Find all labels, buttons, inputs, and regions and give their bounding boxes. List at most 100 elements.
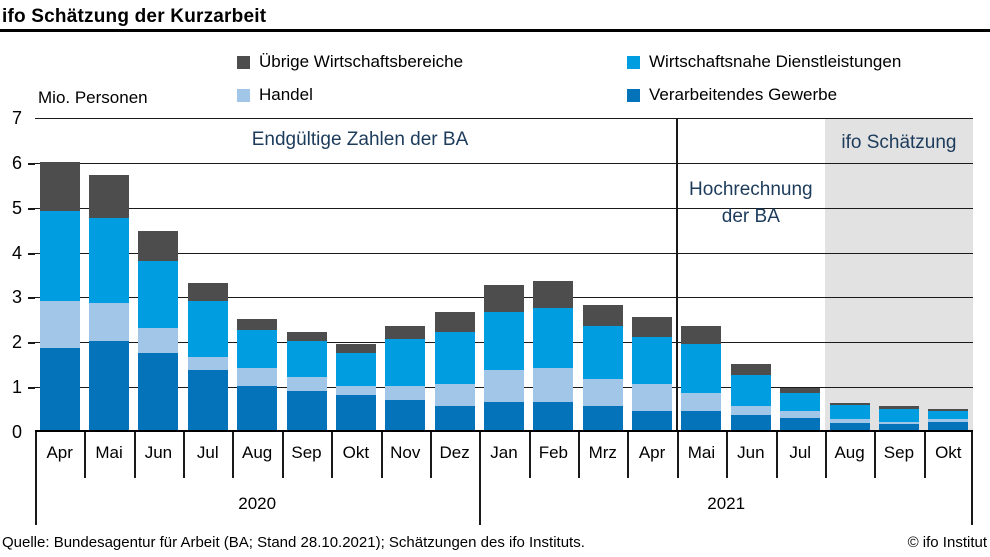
bar-segment-uebrige [730,363,771,375]
year-label-2020: 2020 [238,494,277,513]
bar-segment-handel [681,392,722,411]
gridline-y-4 [35,252,973,254]
bar-segment-vg [385,399,426,431]
bar-segment-wnd [385,339,426,387]
bar-segment-vg [730,415,771,431]
bar-segment-handel [187,357,228,371]
legend-swatch-vg-icon [627,88,640,102]
legend-item-verarbeitendes-gewerbe: Verarbeitendes Gewerbe [627,85,837,105]
bar-segment-vg [928,422,969,431]
month-boundary-tick [775,432,778,478]
legend-item-uebrige-wirtschaftsbereiche: Übrige Wirtschaftsbereiche [237,52,463,72]
bar-segment-wnd [582,325,623,380]
year-boundary-tick [971,432,973,525]
year-label-2021: 2021 [707,494,746,513]
y-tick-label-7: 7 [11,108,22,128]
month-label-mrz-11: Mrz [588,443,617,462]
legend-item-wirtschaftsnahe-dienstleistungen: Wirtschaftsnahe Dienstleistungen [627,52,901,72]
bar-segment-vg [187,370,228,431]
bar-mrz-11 [582,305,623,431]
bar-segment-vg [484,401,524,431]
bar-segment-uebrige [484,285,524,313]
month-boundary-tick [183,432,186,478]
bar-segment-uebrige [780,388,821,393]
y-tick-mark [28,252,35,255]
bar-segment-handel [39,300,80,349]
y-tick-mark [28,342,35,345]
bar-segment-uebrige [582,305,623,326]
month-boundary-tick [281,432,284,478]
month-label-mai-1: Mai [95,443,123,462]
bar-segment-handel [730,406,771,416]
bar-nov-7 [385,325,426,431]
bar-sep-5 [286,332,327,431]
month-boundary-tick [627,432,630,478]
bar-segment-wnd [730,374,771,407]
bar-segment-vg [237,386,278,431]
source-note: Quelle: Bundesagentur für Arbeit (BA; St… [2,534,585,551]
month-boundary-tick [429,432,432,478]
bar-jun-2 [138,231,179,431]
bar-segment-uebrige [89,175,130,218]
bar-segment-uebrige [286,332,327,342]
legend-swatch-handel-icon [237,88,250,102]
bar-jan-9 [484,285,524,431]
month-label-jun-2: Jun [144,443,173,462]
bar-segment-handel [928,419,969,423]
legend-label: Übrige Wirtschaftsbereiche [259,52,464,71]
bar-segment-handel [533,368,574,402]
copyright-note: © ifo Institut [907,534,987,551]
bar-segment-uebrige [632,316,673,337]
month-boundary-tick [578,432,581,478]
bar-segment-handel [780,410,821,418]
gridline-y-7 [35,118,973,119]
bar-segment-uebrige [39,161,80,212]
bar-segment-vg [632,410,673,431]
bar-segment-wnd [237,330,278,369]
y-tick-mark [28,162,35,165]
month-label-sep-5: Sep [291,443,322,462]
bar-segment-wnd [89,217,130,304]
bar-segment-wnd [138,260,179,328]
legend-label: Wirtschaftsnahe Dienstleistungen [649,52,902,71]
bar-segment-uebrige [928,408,969,411]
month-boundary-tick [133,432,136,478]
bar-segment-wnd [878,408,919,422]
bar-segment-uebrige [138,231,179,261]
annotation-extrapolation-line1: Hochrechnung [689,179,813,200]
month-boundary-tick [923,432,926,478]
bar-jun-14 [730,363,771,431]
y-tick-mark [28,297,35,300]
month-label-jul-3: Jul [196,443,219,462]
bar-segment-uebrige [187,283,228,301]
bar-mai-1 [89,175,130,431]
bar-segment-vg [533,401,574,431]
month-label-aug-4: Aug [242,443,273,462]
annotation-extrapolation-line2: der BA [721,206,780,227]
section-divider-line [675,118,678,432]
bar-sep-17 [878,406,919,431]
month-label-jun-14: Jun [737,443,765,462]
shaded-region-ifo-estimate [824,118,973,432]
bar-segment-uebrige [237,318,278,331]
bar-segment-wnd [286,341,327,378]
plot-area: Endgültige Zahlen der BA Hochrechnung der … [35,118,973,432]
y-tick-mark [28,207,35,210]
month-label-apr-12: Apr [638,443,666,462]
y-tick-mark [28,387,35,390]
bar-apr-0 [39,161,80,431]
bar-segment-wnd [928,410,969,420]
chart-title: ifo Schätzung der Kurzarbeit [2,6,267,27]
bar-segment-wnd [681,343,722,393]
bar-segment-vg [780,417,821,431]
x-axis: Apr Mai Jun Jul Aug Sep Okt Nov Dez Jan Feb Mrz Apr M… [35,432,973,525]
bar-okt-6 [335,343,376,431]
bar-segment-vg [582,406,623,431]
y-tick-label-0: 0 [11,422,22,442]
bar-segment-handel [286,377,327,391]
bar-apr-12 [632,316,673,431]
x-axis-line [35,430,973,432]
y-tick-label-5: 5 [11,197,22,218]
bar-segment-handel [434,383,475,407]
